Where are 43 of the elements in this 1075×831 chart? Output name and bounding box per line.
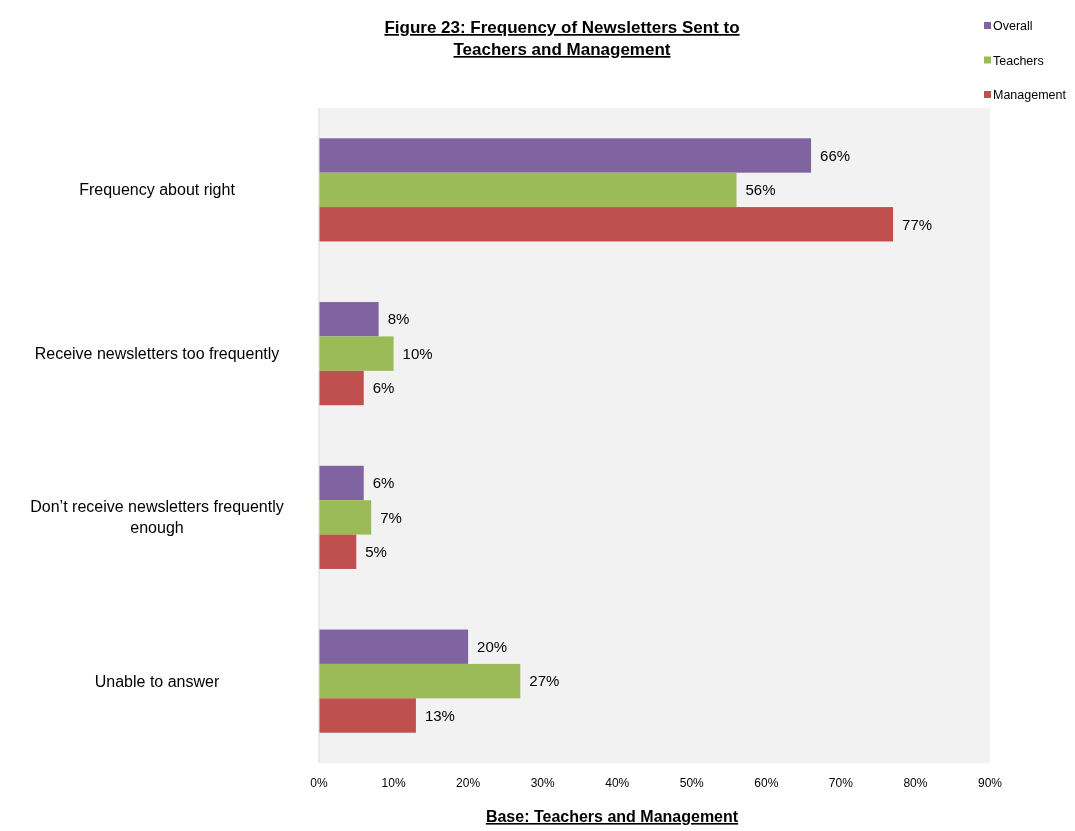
data-label: 13% [424, 706, 455, 724]
data-label: 77% [902, 215, 933, 233]
bar [319, 172, 737, 208]
chart-title: Figure 23: Frequency of Newsletters Sent to Teachers and Management [384, 18, 740, 59]
x-tick-label: 90% [977, 776, 1003, 790]
y-tick-label: Unable to answer [94, 672, 220, 690]
y-tick-label: Don’t receive newsletters frequently enough [30, 498, 284, 537]
x-tick-label: 40% [605, 776, 630, 790]
bar [319, 663, 521, 699]
y-tick-label: Frequency about right [79, 181, 236, 199]
bar [319, 370, 364, 406]
bar [319, 534, 357, 569]
data-label: 7% [380, 508, 402, 526]
bar [319, 629, 469, 664]
bar [319, 302, 379, 337]
data-label: 66% [820, 146, 851, 164]
x-tick-label: 20% [456, 776, 481, 790]
legend-label: Overall [993, 19, 1033, 34]
x-tick-label: 80% [903, 776, 928, 790]
x-axis-title: Base: Teachers and Management [485, 808, 739, 825]
bar [319, 465, 364, 501]
data-label: 5% [365, 543, 387, 561]
bar [319, 698, 416, 733]
x-tick-label: 0% [310, 776, 328, 790]
data-label: 27% [529, 672, 560, 690]
data-label: 8% [387, 310, 410, 328]
y-tick-label: Receive newsletters too frequently [34, 345, 280, 363]
legend-label: Teachers [993, 53, 1044, 68]
data-label: 20% [477, 637, 508, 655]
x-tick-label: 70% [828, 776, 854, 790]
data-label: 56% [745, 181, 776, 199]
x-tick-label: 30% [530, 776, 555, 790]
bar [319, 207, 894, 242]
data-label: 6% [372, 379, 395, 397]
data-label: 10% [402, 344, 433, 362]
bar [319, 138, 812, 173]
data-label: 6% [372, 474, 395, 492]
x-tick-label: 60% [754, 776, 779, 790]
x-tick-label: 50% [679, 776, 705, 790]
bar [319, 500, 372, 535]
legend-label: Management [993, 88, 1067, 103]
x-tick-label: 10% [381, 776, 406, 790]
bar [319, 336, 394, 371]
